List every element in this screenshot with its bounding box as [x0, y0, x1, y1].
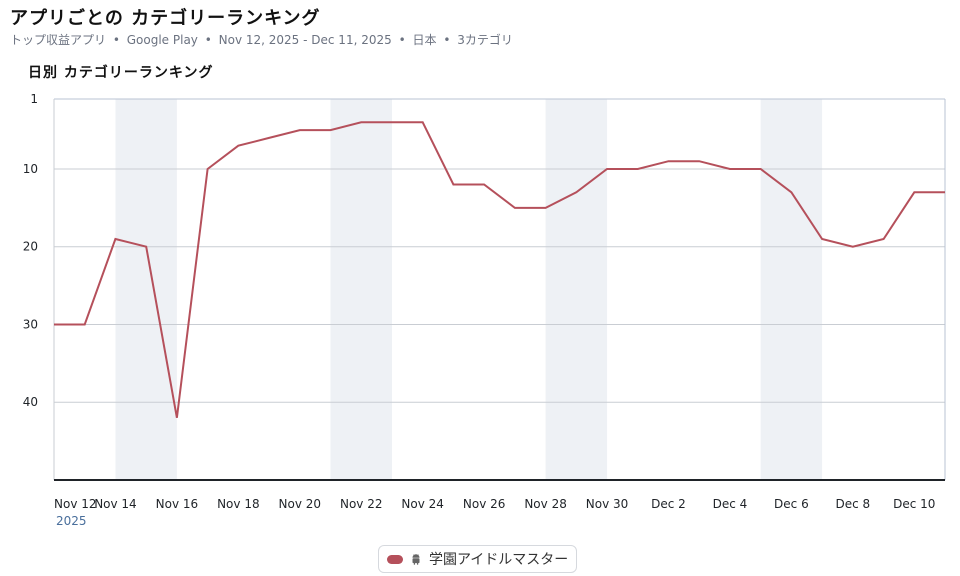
legend-swatch [387, 554, 403, 564]
android-icon [412, 554, 420, 565]
subtitle-chart-type: トップ収益アプリ [10, 33, 107, 47]
data-point-18 [605, 167, 609, 171]
y-tick-label-1: 1 [30, 92, 38, 106]
data-point-11 [390, 120, 394, 124]
y-tick-label-30: 30 [23, 317, 38, 331]
weekend-band-0 [115, 99, 177, 480]
subtitle-date-range: Nov 12, 2025 - Dec 11, 2025 [218, 33, 392, 47]
x-tick-label-dec-2: Dec 2 [651, 497, 686, 511]
x-tick-label-dec-4: Dec 4 [713, 497, 748, 511]
x-tick-label-dec-8: Dec 8 [835, 497, 870, 511]
y-tick-label-40: 40 [23, 395, 38, 409]
data-point-1 [83, 322, 87, 326]
x-tick-label-nov-16: Nov 16 [156, 497, 199, 511]
x-tick-label-nov-28: Nov 28 [524, 497, 567, 511]
data-point-6 [236, 143, 240, 147]
data-point-20 [666, 159, 670, 163]
weekend-band-3 [760, 99, 823, 480]
data-point-27 [881, 237, 885, 241]
data-point-19 [636, 167, 640, 171]
x-tick-label-nov-14: Nov 14 [94, 497, 137, 511]
page-subtitle: トップ収益アプリ • Google Play • Nov 12, 2025 - … [10, 33, 513, 47]
data-point-10 [359, 120, 363, 124]
legend-series-label: 学園アイドルマスター [429, 552, 569, 568]
x-tick-label-nov-26: Nov 26 [463, 497, 506, 511]
subtitle-store: Google Play [126, 33, 198, 47]
data-point-23 [758, 167, 762, 171]
data-point-8 [298, 128, 302, 132]
data-point-24 [789, 190, 793, 194]
x-tick-label-dec-6: Dec 6 [774, 497, 809, 511]
x-year-label: 2025 [56, 514, 87, 528]
data-point-2 [113, 237, 117, 241]
x-tick-label-nov-24: Nov 24 [401, 497, 444, 511]
data-point-14 [482, 182, 486, 186]
data-point-4 [175, 416, 179, 420]
data-point-28 [912, 190, 916, 194]
x-tick-label-nov-12: Nov 12 [54, 497, 97, 511]
data-point-12 [420, 120, 424, 124]
data-point-21 [697, 159, 701, 163]
data-point-16 [543, 206, 547, 210]
data-point-17 [574, 190, 578, 194]
data-point-25 [820, 237, 824, 241]
series-line-0 [54, 121, 945, 418]
x-tick-label-nov-20: Nov 20 [279, 497, 322, 511]
data-point-9 [328, 128, 332, 132]
x-tick-label-nov-18: Nov 18 [217, 497, 260, 511]
data-point-15 [513, 206, 517, 210]
chart-title: 日別 カテゴリーランキング [28, 65, 214, 81]
weekend-band-2 [545, 99, 608, 480]
x-tick-label-nov-30: Nov 30 [586, 497, 629, 511]
subtitle-category-count: 3カテゴリ [457, 33, 513, 47]
data-point-5 [205, 167, 209, 171]
legend[interactable]: 学園アイドルマスター [378, 545, 578, 573]
data-point-26 [851, 245, 855, 249]
x-tick-label-nov-22: Nov 22 [340, 497, 383, 511]
data-point-3 [144, 245, 148, 249]
weekend-band-1 [330, 99, 392, 480]
subtitle-country: 日本 [412, 33, 437, 47]
y-tick-label-10: 10 [23, 162, 38, 176]
data-point-13 [451, 182, 455, 186]
x-tick-label-dec-10: Dec 10 [893, 497, 935, 511]
page-title: アプリごとの カテゴリーランキング [10, 8, 321, 29]
data-point-22 [728, 167, 732, 171]
data-point-7 [267, 136, 271, 140]
y-tick-label-20: 20 [23, 240, 38, 254]
data-point-0 [52, 322, 56, 326]
data-point-29 [943, 190, 947, 194]
